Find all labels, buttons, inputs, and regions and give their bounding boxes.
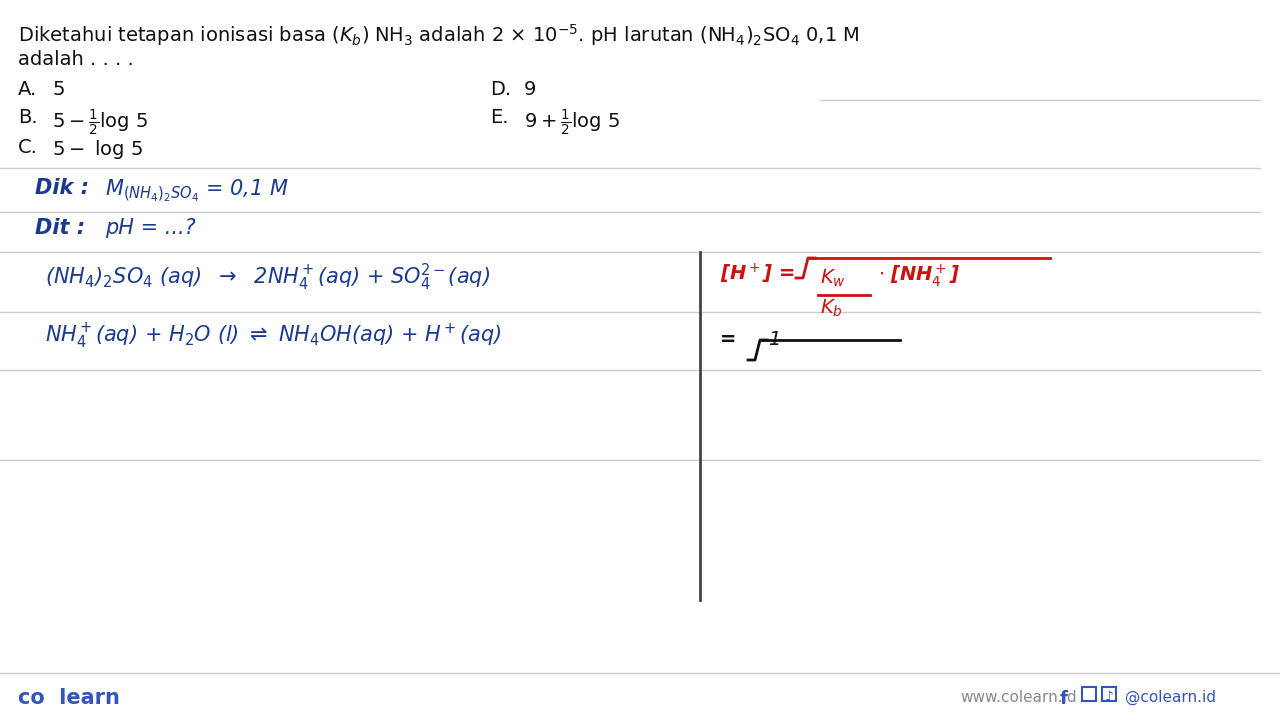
Text: (NH$_4$)$_2$SO$_4$ (aq)  $\rightarrow$  2NH$_4^+$(aq) + SO$_4^{2-}$(aq): (NH$_4$)$_2$SO$_4$ (aq) $\rightarrow$ 2N… [45,262,490,293]
Text: A.: A. [18,80,37,99]
Text: pH = ...?: pH = ...? [105,218,196,238]
Text: NH$_4^+$(aq) + H$_2$O (l) $\rightleftharpoons$ NH$_4$OH(aq) + H$^+$(aq): NH$_4^+$(aq) + H$_2$O (l) $\rightlefthar… [45,322,502,351]
Text: $5 -$ log 5: $5 -$ log 5 [52,138,143,161]
Text: adalah . . . .: adalah . . . . [18,50,133,69]
Text: D.: D. [490,80,511,99]
Text: Dit :: Dit : [35,218,86,238]
Text: co  learn: co learn [18,688,120,708]
Text: www.colearn.id: www.colearn.id [960,690,1076,705]
Text: $5 - \frac{1}{2}$log 5: $5 - \frac{1}{2}$log 5 [52,108,148,138]
Text: =: = [719,330,736,349]
Text: [H$^+$] =: [H$^+$] = [719,262,795,287]
Text: B.: B. [18,108,37,127]
Text: E.: E. [490,108,508,127]
Text: $9 + \frac{1}{2}$log 5: $9 + \frac{1}{2}$log 5 [524,108,620,138]
Text: $K_b$: $K_b$ [820,298,842,319]
Text: 5: 5 [52,80,64,99]
Text: $\cdot$ [NH$_4^+$]: $\cdot$ [NH$_4^+$] [878,262,960,289]
Text: C.: C. [18,138,38,157]
Text: Diketahui tetapan ionisasi basa $(K_b)$ NH$_3$ adalah 2 × 10$^{-5}$. pH larutan : Diketahui tetapan ionisasi basa $(K_b)$ … [18,22,859,48]
Text: Dik :: Dik : [35,178,90,198]
Text: 9: 9 [524,80,536,99]
Text: f: f [1060,690,1068,708]
Text: @colearn.id: @colearn.id [1125,690,1216,705]
Text: 1: 1 [768,330,781,349]
Text: M$_{(NH_4)_2SO_4}$ = 0,1 M: M$_{(NH_4)_2SO_4}$ = 0,1 M [105,178,289,204]
Text: ♪: ♪ [1105,690,1114,704]
Text: $K_w$: $K_w$ [820,268,846,289]
